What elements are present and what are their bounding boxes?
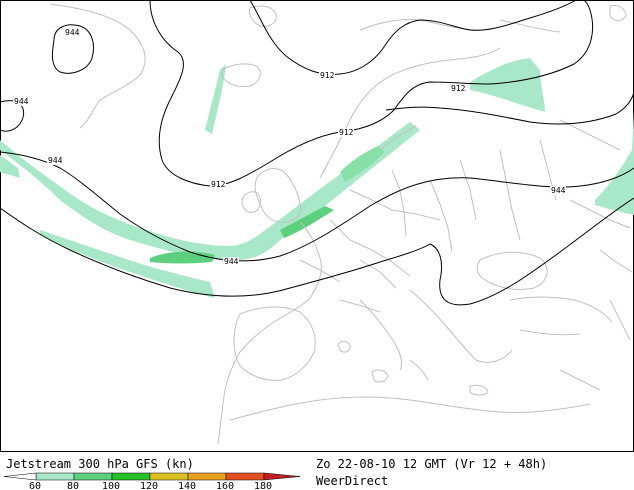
- scale-tick-label: 140: [178, 481, 196, 490]
- coast-svalbard: [249, 5, 627, 27]
- valid-time: Zo 22-08-10 12 GMT (Vr 12 + 48h): [316, 457, 548, 471]
- scale-tick-label: 120: [140, 481, 158, 490]
- jet-band-west-edge: [0, 155, 20, 178]
- contour-944-north-atlantic: [0, 100, 25, 132]
- coast-iceland: [221, 63, 261, 87]
- scale-tick-label: 80: [67, 481, 79, 490]
- scale-segment-160: [225, 472, 265, 481]
- borders-east: [559, 119, 633, 391]
- map-border: [0, 0, 634, 452]
- scale-segment-100: [111, 472, 151, 481]
- scale-segment-140: [187, 472, 227, 481]
- jet-band-atlantic: [0, 122, 420, 261]
- contour-label: 944: [551, 186, 566, 195]
- borders-inland: [299, 139, 557, 313]
- coast-europe-main: [217, 221, 322, 445]
- jet-band-scandinavia: [470, 58, 545, 112]
- jet-core-france: [280, 206, 334, 238]
- scale-arrow-min: [3, 472, 37, 481]
- contour-912-south: [0, 197, 634, 306]
- contour-944-greenland: [51, 24, 94, 74]
- scale-segment-60: [35, 472, 75, 481]
- coast-balkans: [409, 289, 513, 363]
- coast-north-africa: [229, 396, 591, 421]
- contour-label: 944: [65, 28, 80, 37]
- contour-labels: 944 944 944 912 912 912 912 944 944: [13, 28, 566, 266]
- coast-ireland: [241, 191, 261, 213]
- map-footer: Jetstream 300 hPa GFS (kn) Zo 22-08-10 1…: [0, 452, 634, 490]
- jetstream-shading: [0, 58, 634, 298]
- coast-italy: [359, 299, 429, 381]
- coast-mediterranean-islands: [337, 340, 489, 396]
- coast-turkey: [509, 296, 613, 336]
- contour-944-main: [0, 151, 634, 262]
- coast-iberia: [233, 306, 316, 381]
- scale-arrow-max: [263, 472, 301, 481]
- contour-label: 912: [451, 84, 466, 93]
- contour-label: 912: [211, 180, 226, 189]
- jet-core-northsea: [340, 146, 385, 182]
- source-label: WeerDirect: [316, 474, 389, 488]
- jet-band-atlantic-lower: [40, 230, 215, 298]
- contour-label: 944: [48, 156, 63, 165]
- scale-segment-120: [149, 472, 189, 481]
- coast-black-sea: [476, 251, 548, 291]
- contour-912-arctic: [249, 0, 577, 75]
- color-scale-legend: 60 80 100 120 140 160 180: [3, 472, 301, 490]
- contour-label: 944: [14, 97, 29, 106]
- contour-label: 944: [224, 257, 239, 266]
- scale-tick-label: 60: [29, 481, 41, 490]
- scale-tick-label: 100: [102, 481, 120, 490]
- map-title: Jetstream 300 hPa GFS (kn): [6, 457, 194, 471]
- map-svg: 944 944 944 912 912 912 912 944 944: [0, 0, 634, 452]
- map-panel: 944 944 944 912 912 912 912 944 944: [0, 0, 634, 452]
- jet-band-east: [595, 110, 634, 215]
- contours: [0, 0, 634, 306]
- scale-tick-label: 160: [216, 481, 234, 490]
- scale-tick-label: 180: [254, 481, 272, 490]
- scale-segment-80: [73, 472, 113, 481]
- jet-band-greenland: [205, 64, 226, 134]
- contour-912-east: [385, 91, 634, 125]
- borders: [49, 3, 633, 445]
- contour-label: 912: [320, 71, 335, 80]
- coast-scandinavia: [319, 47, 501, 179]
- contour-label: 912: [339, 128, 354, 137]
- coast-greenland: [49, 3, 146, 129]
